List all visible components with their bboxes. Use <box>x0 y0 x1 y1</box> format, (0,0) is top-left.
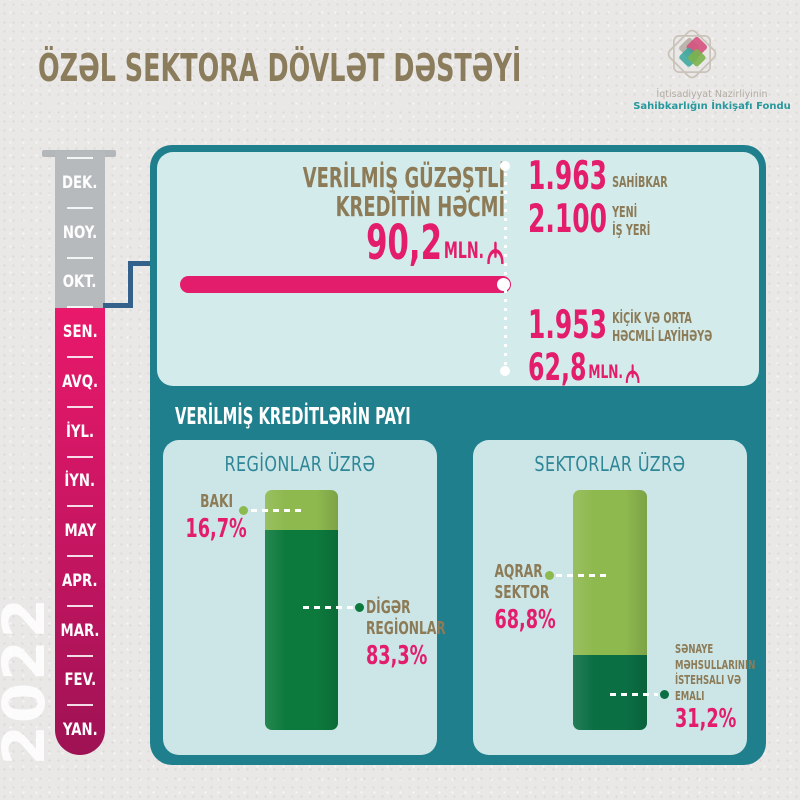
share-section-heading: VERİLMİŞ KREDİTLƏRİN PAYI <box>175 404 411 430</box>
month-item: FEV. <box>55 656 105 706</box>
stat-mln-amount: 62,8 MLN. <box>528 346 641 389</box>
stat-value: 1.953 <box>528 303 607 348</box>
month-item: NOY. <box>55 208 105 258</box>
stat-label: YENİ İŞ YERİ <box>612 203 651 239</box>
summary-heading: VERİLMİŞ GÜZƏŞTLİ KREDİTİN HƏCMİ <box>303 163 505 222</box>
regions-stacked-bar <box>265 490 338 730</box>
month-item: MAY <box>55 506 105 556</box>
logo-caption: İqtisadiyyat Nazirliyinin Sahibkarlığın … <box>632 89 792 113</box>
bar-segment-aqrar <box>573 490 647 655</box>
summary-amount: 90,2 MLN. <box>366 215 505 271</box>
callout-dash-line <box>251 509 303 512</box>
callout-dot <box>355 603 364 612</box>
dotted-guide-line <box>504 164 507 372</box>
connector-line <box>103 303 133 308</box>
month-item: OKT. <box>55 258 105 308</box>
stat-sahibkar: 1.963 SAHİBKAR <box>528 154 668 199</box>
sectors-stacked-bar <box>573 490 647 730</box>
callout-dot <box>545 571 554 580</box>
stat-value: 62,8 <box>528 346 587 389</box>
summary-heading-line1: VERİLMİŞ GÜZƏŞTLİ <box>302 161 505 194</box>
connector-line <box>128 261 156 266</box>
summary-heading-line2: KREDİTİN HƏCMİ <box>335 190 505 224</box>
amount-value: 90,2 <box>366 215 442 271</box>
year-watermark: 2022 <box>0 596 58 766</box>
pct-senaye: 31,2% <box>675 704 737 734</box>
month-item: İYL. <box>55 407 105 457</box>
callout-senaye: SƏNAYE MƏHSULLARININ İSTEHSALI VƏ EMALI … <box>675 641 756 734</box>
callout-dash-line <box>610 693 658 696</box>
regions-card-title: REGİONLAR ÜZRƏ <box>224 452 376 476</box>
logo-org-line2: Sahibkarlığın İnkişafı Fondu <box>633 101 791 113</box>
bar-segment-senaye <box>573 655 647 730</box>
callout-dot <box>660 690 669 699</box>
summary-panel <box>157 152 759 386</box>
amount-unit: MLN. <box>443 238 484 264</box>
stat-label: SAHİBKAR <box>612 173 668 191</box>
pct-baki: 16,7% <box>185 513 247 544</box>
connector-line <box>128 261 133 308</box>
stat-value: 1.963 <box>528 154 607 199</box>
callout-dot <box>239 506 248 515</box>
timeline-months: DEK. NOY. OKT. SEN. AVQ. İYL. İYN. MAY A… <box>55 158 105 755</box>
stat-unit: MLN. <box>588 361 623 384</box>
amount-progress-bar <box>180 276 511 293</box>
callout-aqrar-sektor: AQRAR SEKTOR 68,8% <box>494 561 556 635</box>
manat-icon <box>626 364 640 384</box>
month-item: İYN. <box>55 457 105 507</box>
manat-icon <box>487 241 504 264</box>
logo-org-line1: İqtisadiyyat Nazirliyinin <box>656 89 768 100</box>
callout-baki: BAKI 16,7% <box>185 491 247 544</box>
pct-aqrar: 68,8% <box>494 604 556 635</box>
stat-layihe: 1.953 KİÇİK VƏ ORTA HƏCMLİ LAYİHƏYƏ <box>528 303 713 348</box>
sectors-card: SEKTORLAR ÜZRƏ AQRAR SEKTOR 68,8% SƏNAYE… <box>473 440 755 755</box>
callout-dash-line <box>556 574 606 577</box>
month-item: MAR. <box>55 606 105 656</box>
ministry-emblem-icon <box>667 29 717 79</box>
guide-dot <box>500 366 510 376</box>
month-item: SEN. <box>55 307 105 357</box>
month-item: YAN. <box>55 705 105 755</box>
month-item: DEK. <box>55 158 105 208</box>
guide-dot <box>500 161 510 171</box>
sectors-card-title: SEKTORLAR ÜZRƏ <box>534 452 686 476</box>
stat-value: 2.100 <box>528 197 607 242</box>
page-title: ÖZƏL SEKTORA DÖVLƏT DƏSTƏYİ <box>38 46 522 90</box>
stat-yeni-is-yeri: 2.100 YENİ İŞ YERİ <box>528 197 651 242</box>
month-item: APR. <box>55 556 105 606</box>
stat-label: KİÇİK VƏ ORTA HƏCMLİ LAYİHƏYƏ <box>612 309 713 345</box>
callout-diger-regionlar: DİGƏR REGİONLAR 83,3% <box>366 597 446 671</box>
regions-card: REGİONLAR ÜZRƏ BAKI 16,7% DİGƏR REGİONLA… <box>163 440 446 755</box>
month-item: AVQ. <box>55 357 105 407</box>
pct-diger-regionlar: 83,3% <box>366 640 428 671</box>
progress-end-dot <box>497 278 510 291</box>
bar-segment-diger-regionlar <box>265 530 338 730</box>
callout-dash-line <box>303 606 353 609</box>
